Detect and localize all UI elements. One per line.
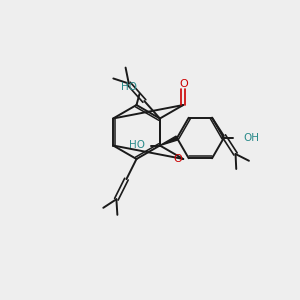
Text: O: O — [173, 154, 182, 164]
Polygon shape — [160, 136, 178, 146]
Text: HO: HO — [121, 82, 137, 92]
Text: O: O — [179, 79, 188, 89]
Text: OH: OH — [243, 133, 259, 143]
Text: HO: HO — [129, 140, 145, 150]
